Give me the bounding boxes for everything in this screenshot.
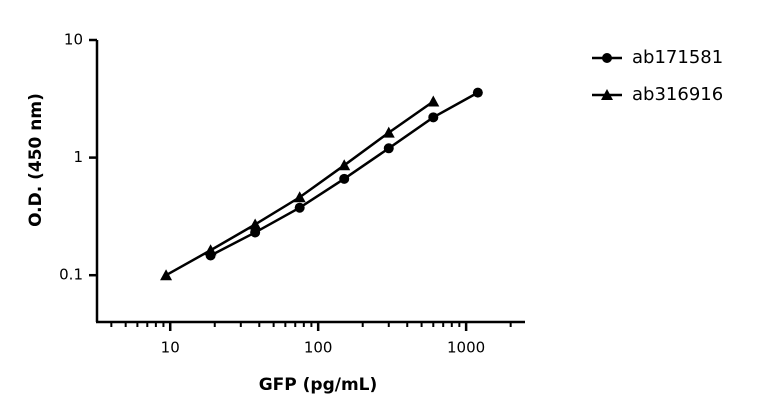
- legend-marker: [601, 89, 613, 100]
- marker: [428, 112, 439, 123]
- x-tick-label: 1000: [447, 339, 485, 357]
- y-tick-label: 10: [64, 31, 83, 49]
- marker: [383, 143, 394, 154]
- y-axis-label: O.D. (450 nm): [26, 93, 46, 227]
- legend-label: ab316916: [632, 84, 723, 105]
- marker: [293, 191, 306, 203]
- y-tick-label: 0.1: [59, 266, 83, 284]
- marker: [249, 218, 262, 230]
- marker: [250, 227, 261, 238]
- marker: [204, 244, 217, 256]
- marker: [472, 87, 483, 98]
- legend-marker: [602, 53, 612, 63]
- legend-label: ab171581: [632, 47, 723, 68]
- y-tick-label: 1: [73, 148, 83, 166]
- x-tick-label: 10: [161, 339, 180, 357]
- marker: [339, 173, 350, 184]
- marker: [338, 159, 351, 171]
- marker: [160, 269, 173, 281]
- series-line: [165, 100, 435, 277]
- marker: [294, 202, 305, 213]
- marker: [427, 95, 440, 107]
- x-axis-label: GFP (pg/mL): [259, 375, 378, 395]
- x-tick-label: 100: [304, 339, 333, 357]
- marker: [382, 126, 395, 138]
